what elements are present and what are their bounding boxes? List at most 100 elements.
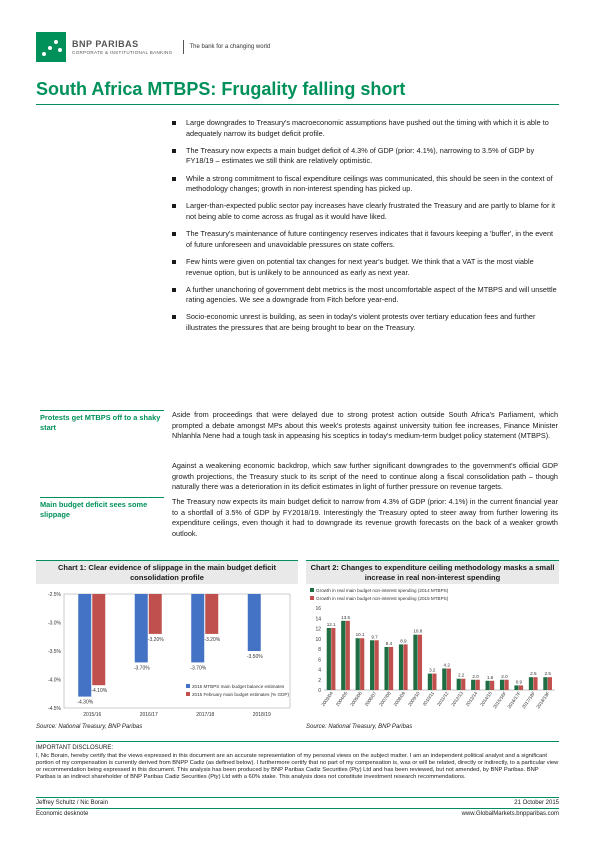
chart-2-bar	[456, 678, 461, 690]
chart-2-y-tick: 10	[315, 637, 321, 643]
chart-1: Chart 1: Clear evidence of slippage in t…	[36, 560, 298, 730]
chart-2-bar	[490, 680, 495, 690]
chart-1-bar	[78, 594, 92, 697]
chart-1-y-tick: -3.0%	[48, 621, 62, 627]
footer-publication: Economic desknote	[36, 811, 89, 817]
summary-bullet: Large downgrades to Treasury's macroecon…	[172, 118, 558, 139]
chart-2-x-tick: 2004/05	[335, 690, 349, 707]
chart-2-bar	[345, 620, 350, 690]
chart-2-y-tick: 6	[318, 657, 321, 663]
title-rule	[36, 104, 559, 105]
chart-2-bar	[413, 634, 418, 690]
chart-2-y-tick: 8	[318, 647, 321, 653]
brand-subtitle: CORPORATE & INSTITUTIONAL BANKING	[72, 50, 173, 55]
bullet-square-icon	[172, 176, 176, 181]
chart-2-bar	[442, 668, 447, 690]
footer-publication-row: Economic desknote www.GlobalMarkets.bnpp…	[36, 808, 559, 817]
footer-date: 21 October 2015	[514, 800, 559, 806]
chart-1-data-label: -4.10%	[91, 688, 107, 694]
chart-2-data-label: 10.1	[356, 632, 365, 637]
bullet-square-icon	[172, 204, 176, 209]
chart-2-x-tick: 2018/19F	[535, 691, 550, 710]
chart-1-x-tick: 2017/18	[196, 712, 214, 718]
chart-1-data-label: -3.20%	[204, 637, 220, 643]
chart-1-data-label: -3.50%	[247, 654, 263, 660]
chart-2-data-label: 8.4	[386, 641, 393, 646]
chart-1-x-tick: 2016/17	[140, 712, 158, 718]
summary-bullet: Few hints were given on potential tax ch…	[172, 257, 558, 278]
chart-2-bar	[461, 678, 466, 690]
chart-2-bar	[446, 668, 451, 690]
chart-2-data-label: 3.2	[429, 668, 436, 673]
chart-1-bar	[148, 594, 162, 634]
bullet-square-icon	[172, 232, 176, 237]
summary-bullet: Larger-than-expected public sector pay i…	[172, 201, 558, 222]
chart-2-data-label: 1.8	[487, 675, 494, 680]
chart-1-bar	[205, 594, 219, 634]
chart-1-data-label: -3.70%	[134, 665, 150, 671]
chart-2-data-label: 2.0	[472, 674, 479, 679]
chart-2-bar	[417, 634, 423, 690]
chart-2-y-tick: 16	[315, 606, 321, 612]
chart-2: Chart 2: Changes to expenditure ceiling …	[306, 560, 559, 730]
chart-2-bar	[326, 627, 331, 690]
page-header: BNP PARIBAS CORPORATE & INSTITUTIONAL BA…	[36, 30, 270, 64]
brand-tagline: The bank for a changing world	[189, 44, 271, 50]
chart-2-x-tick: 2012/13	[450, 690, 464, 707]
bullet-square-icon	[172, 148, 176, 153]
chart-1-legend-label: 2015 MTBPS main budget balance estimates	[192, 684, 285, 689]
disclosure-text: I, Nic Borain, hereby certify that the v…	[36, 752, 559, 780]
chart-2-x-tick: 2010/11	[422, 690, 436, 707]
chart-2-legend-label: Growth in real main budget non-interest …	[316, 588, 449, 593]
tagline-divider	[182, 40, 184, 54]
chart-2-data-label: 2.5	[530, 671, 537, 676]
chart-2-data-label: 13.5	[341, 615, 350, 620]
chart-1-data-label: -4.30%	[77, 700, 93, 706]
chart-2-x-tick: 2011/12	[436, 690, 450, 707]
chart-2-data-label: 12.1	[327, 622, 336, 627]
chart-1-bar	[134, 594, 148, 663]
chart-1-x-tick: 2015/16	[83, 712, 101, 718]
chart-1-legend-label: 2015 February main budget estimates (% G…	[192, 692, 289, 697]
chart-1-source: Source: National Treasury, BNP Paribas	[36, 724, 143, 730]
chart-1-y-tick: -4.0%	[48, 678, 62, 684]
chart-1-title: Chart 1: Clear evidence of slippage in t…	[36, 560, 298, 584]
chart-2-bar	[543, 677, 548, 690]
chart-2-x-tick: 2013/14	[465, 690, 479, 707]
section-heading-protests: Protests get MTBPS off to a shaky start	[40, 410, 164, 433]
chart-2-legend-swatch	[310, 596, 314, 600]
chart-2-source: Source: National Treasury, BNP Paribas	[306, 724, 413, 730]
chart-1-y-tick: -2.5%	[48, 592, 62, 598]
brand-name: BNP PARIBAS	[72, 39, 139, 49]
chart-2-data-label: 0.9	[516, 679, 523, 684]
chart-1-data-label: -3.20%	[148, 637, 164, 643]
chart-1-bar	[191, 594, 205, 663]
chart-2-data-label: 2.2	[458, 673, 465, 678]
chart-2-x-tick: 2008/09	[393, 690, 407, 707]
summary-bullet: Socio-economic unrest is building, as se…	[172, 312, 558, 333]
chart-2-data-label: 10.8	[413, 629, 422, 634]
chart-2-x-tick: 2015/16F	[492, 691, 507, 710]
chart-2-x-tick: 2007/08	[378, 690, 392, 707]
chart-2-y-tick: 14	[315, 616, 321, 622]
chart-2-bar	[403, 644, 408, 690]
chart-2-x-tick: 2003/04	[320, 690, 334, 707]
section-paragraph: Aside from proceedings that were delayed…	[172, 410, 558, 441]
chart-2-bar	[485, 680, 490, 690]
chart-2-bar	[471, 679, 476, 690]
chart-2-bar	[374, 640, 379, 690]
stars-logo-icon	[36, 32, 66, 62]
chart-2-bar	[331, 627, 336, 690]
chart-2-bar	[360, 638, 365, 690]
summary-bullets: Large downgrades to Treasury's macroecon…	[172, 118, 558, 340]
chart-2-bar	[499, 679, 505, 690]
chart-2-bar	[475, 679, 480, 690]
disclosure-block: IMPORTANT DISCLOSURE: I, Nic Borain, her…	[36, 741, 559, 781]
chart-2-data-label: 4.2	[444, 662, 451, 667]
brand-block: BNP PARIBAS CORPORATE & INSTITUTIONAL BA…	[72, 39, 173, 55]
footer-website-link[interactable]: www.GlobalMarkets.bnpparibas.com	[461, 811, 559, 817]
bullet-square-icon	[172, 259, 176, 264]
chart-2-bar	[432, 673, 437, 690]
chart-2-x-tick: 2005/06	[349, 690, 363, 707]
chart-2-title: Chart 2: Changes to expenditure ceiling …	[306, 560, 559, 584]
